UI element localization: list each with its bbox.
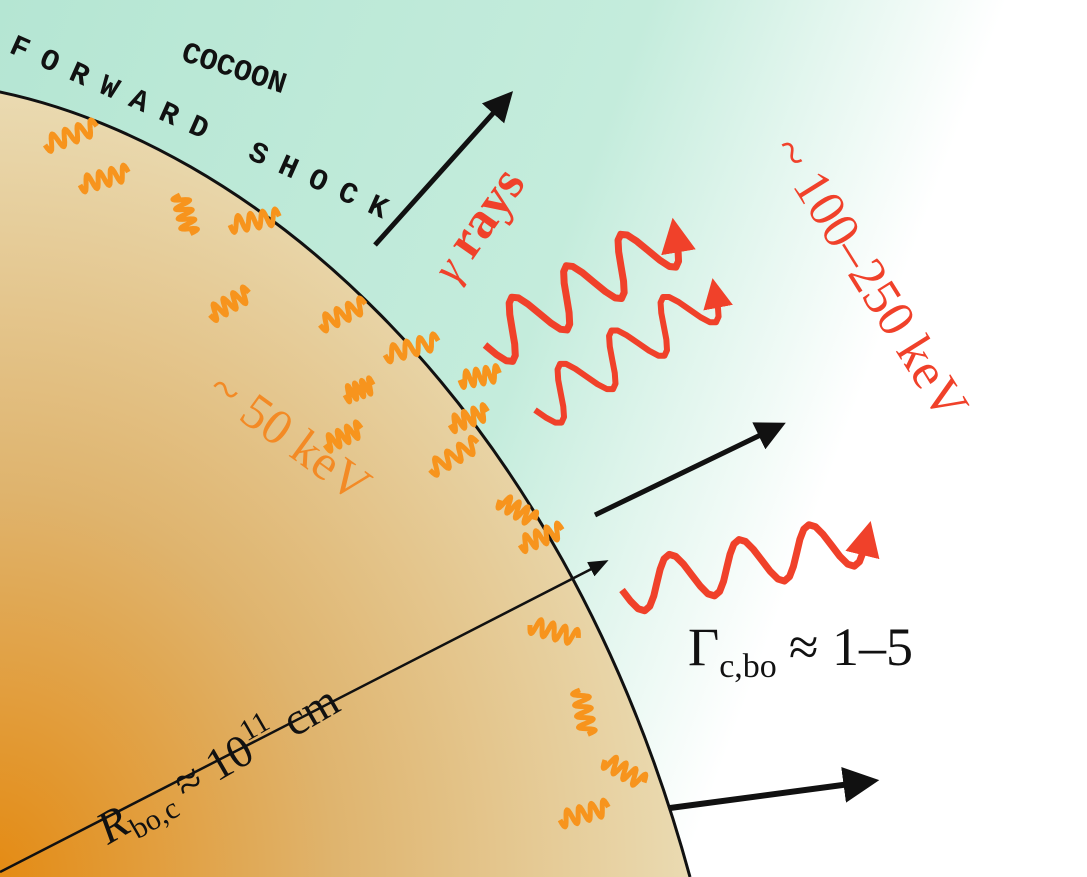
lorentz-subscript: c,bo xyxy=(719,648,777,685)
lorentz-relation: ≈ 1–5 xyxy=(789,617,913,677)
lorentz-symbol: Γ xyxy=(688,617,719,677)
page: COCOON FORWARD SHOCK γrays ~ 100–250 keV… xyxy=(0,0,1087,877)
diagram: COCOON FORWARD SHOCK γrays ~ 100–250 keV… xyxy=(0,0,1087,877)
